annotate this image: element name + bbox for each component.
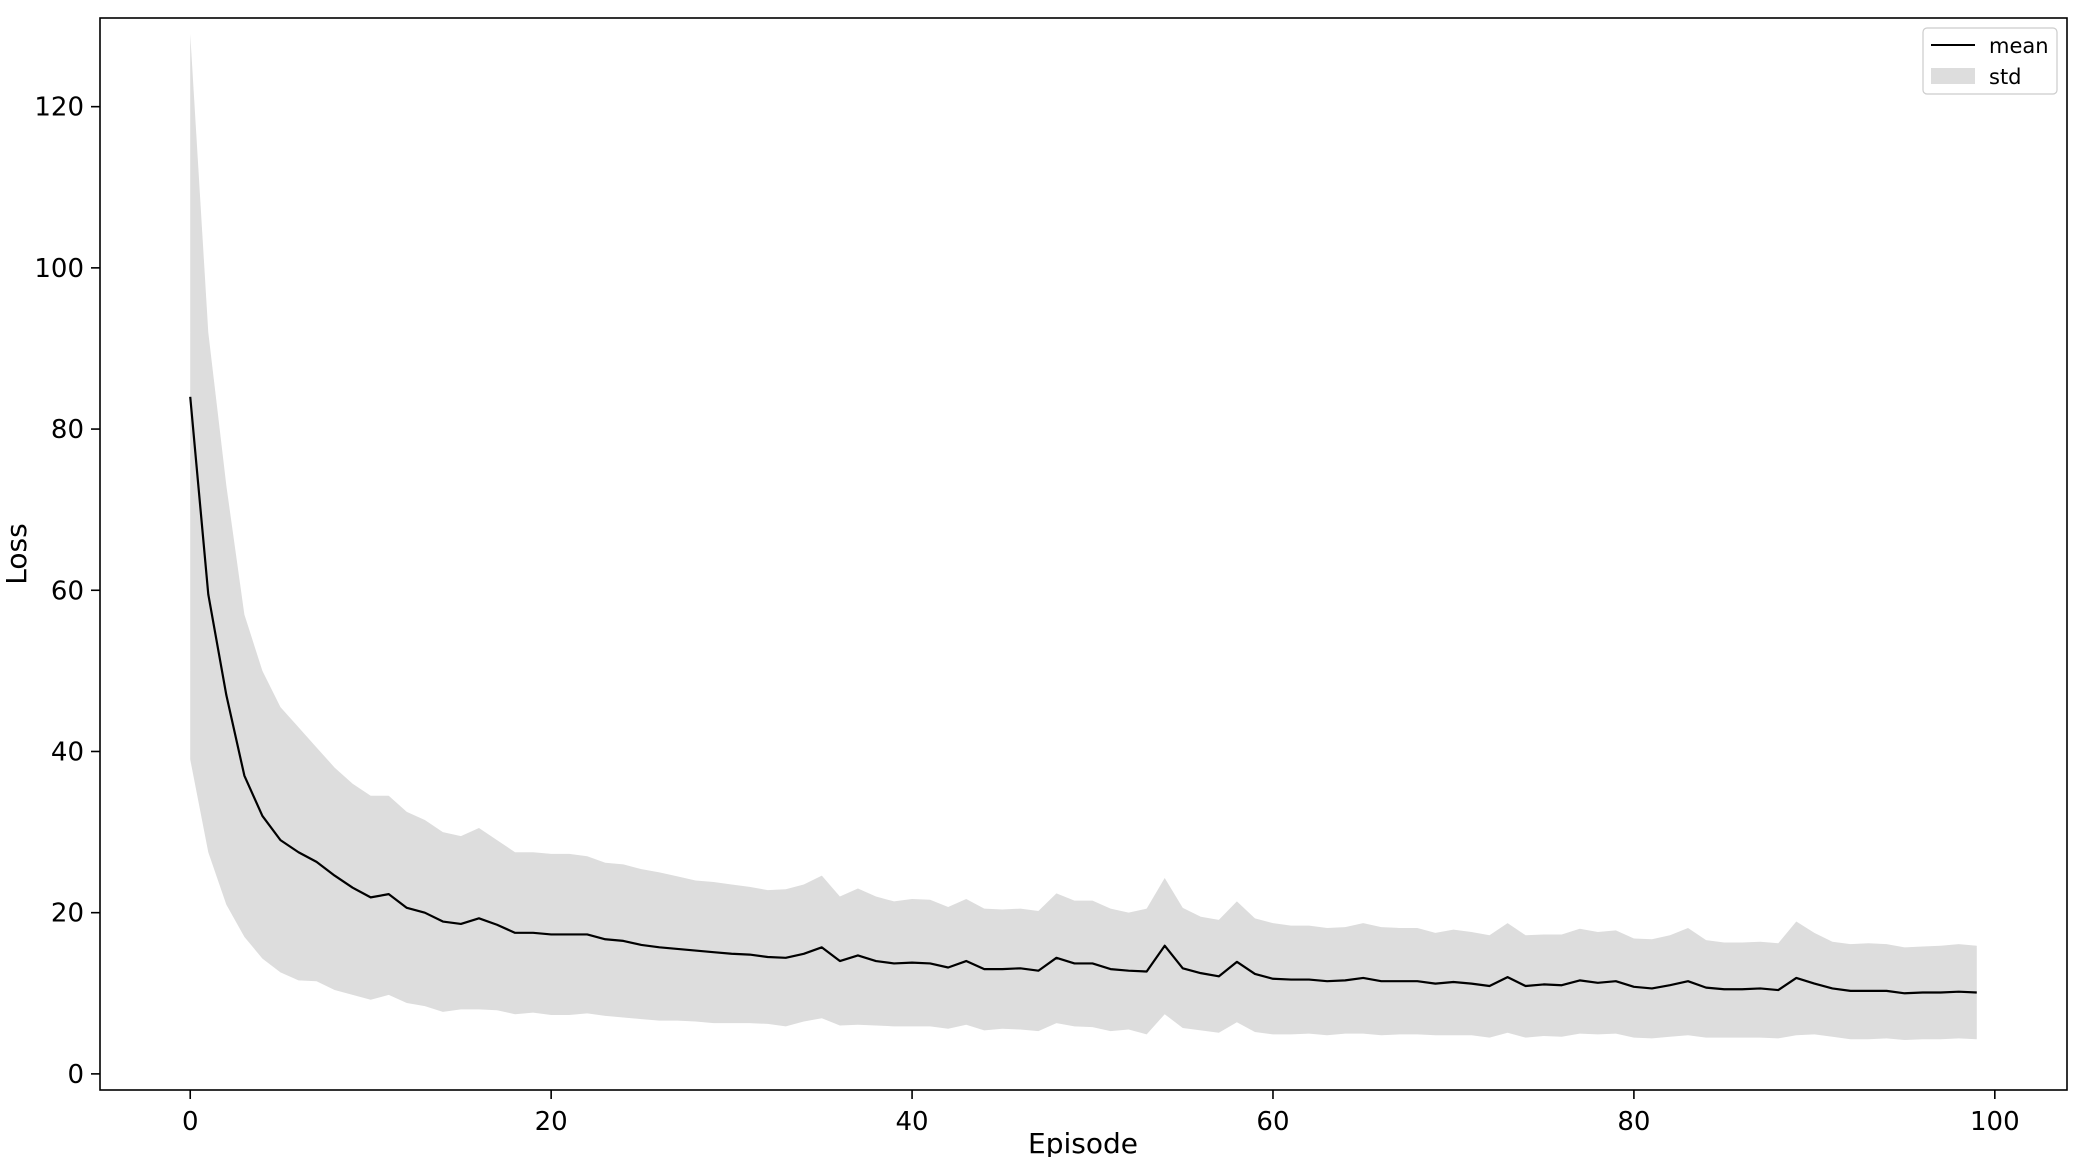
legend-mean-label: mean xyxy=(1989,34,2049,58)
y-tick-label: 20 xyxy=(51,899,84,929)
y-axis: 0 20 40 60 80 100 120 xyxy=(34,93,100,1090)
std-band xyxy=(190,34,1977,1041)
mean-line xyxy=(189,396,1977,995)
legend-std-label: std xyxy=(1989,65,2022,89)
x-tick-label: 60 xyxy=(1256,1107,1289,1137)
x-tick-label: 100 xyxy=(1970,1107,2020,1137)
legend: mean std xyxy=(1922,27,2058,95)
y-tick-label: 120 xyxy=(34,93,84,123)
y-tick-label: 0 xyxy=(67,1060,84,1090)
std-band-layer xyxy=(190,34,1977,1041)
y-tick-label: 60 xyxy=(51,576,84,606)
y-tick-label: 100 xyxy=(34,254,84,284)
y-tick-label: 40 xyxy=(51,737,84,767)
x-axis: 0 20 40 60 80 100 xyxy=(182,1090,2020,1137)
y-axis-title: Loss xyxy=(0,523,33,584)
x-tick-label: 80 xyxy=(1617,1107,1650,1137)
x-axis-title: Episode xyxy=(1028,1127,1138,1157)
y-tick-label: 80 xyxy=(51,415,84,445)
legend-std-swatch xyxy=(1931,68,1975,84)
mean-line-layer xyxy=(189,396,1977,995)
x-tick-label: 0 xyxy=(182,1107,199,1137)
plot-frame xyxy=(99,17,2068,1091)
x-tick-label: 40 xyxy=(896,1107,929,1137)
x-tick-label: 20 xyxy=(535,1107,568,1137)
